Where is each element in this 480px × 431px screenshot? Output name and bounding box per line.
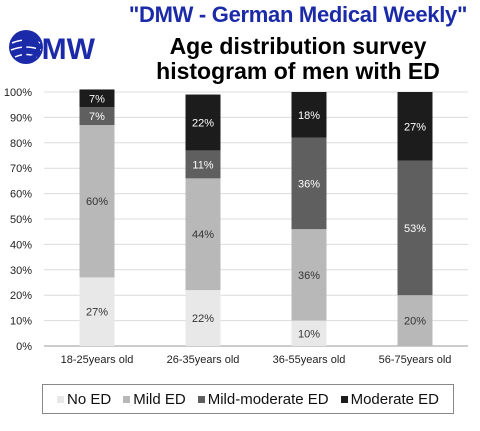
x-tick-label: 26-35years old [167, 354, 240, 366]
x-tick-label: 56-75years old [379, 354, 452, 366]
data-label: 10% [298, 328, 320, 340]
y-tick-label: 90% [10, 112, 32, 124]
data-label: 36% [298, 178, 320, 190]
x-tick-label: 18-25years old [61, 354, 134, 366]
y-tick-label: 0% [16, 341, 32, 353]
bar-segment [185, 94, 221, 151]
legend-label: Mild-moderate ED [207, 390, 329, 408]
bar-segment [185, 178, 221, 291]
data-label: 53% [404, 223, 426, 235]
data-label: 60% [86, 196, 108, 208]
bar-segment [291, 320, 327, 346]
bar-segment [185, 150, 221, 179]
bar-segment [291, 229, 327, 321]
legend-swatch [340, 395, 348, 403]
y-axis-ticks: 0% 10% 20% 30% 40% 50% 60% 70% 80% 90% 100% [4, 87, 32, 353]
bar-segment [397, 92, 433, 161]
legend-item: Moderate ED [340, 390, 439, 408]
data-label: 22% [192, 117, 214, 129]
data-label: 7% [89, 111, 105, 123]
bar-segment [291, 137, 327, 230]
legend-item: Mild-moderate ED [197, 390, 329, 408]
legend-label: Moderate ED [350, 390, 439, 408]
legend-swatch [123, 395, 131, 403]
y-tick-label: 80% [10, 138, 32, 150]
logo-text: DMW [20, 33, 96, 66]
data-label: 11% [192, 159, 213, 171]
chart-title: Age distribution survey histogram of men… [156, 33, 440, 84]
y-tick-label: 60% [10, 189, 32, 201]
data-labels: 27% 60% 7% 7% 22% 44% 11% 22% 10% 36% 36% 18% 20% 53%… [86, 93, 426, 340]
y-tick-label: 70% [10, 163, 32, 175]
publisher-name: "DMW - German Medical Weekly" [128, 2, 468, 27]
data-label: 36% [298, 270, 320, 282]
data-label: 7% [89, 93, 105, 105]
data-label: 27% [86, 307, 108, 319]
dmw-logo: DMW [9, 30, 96, 66]
bar-segment [397, 160, 433, 296]
legend-item: Mild ED [123, 391, 186, 408]
legend-label: No ED [67, 390, 112, 408]
legend-swatch [197, 395, 205, 403]
bar-segment [397, 295, 433, 346]
stacked-bar-chart: 0% 10% 20% 30% 40% 50% 60% 70% 80% 90% 100% 27% 60%… [4, 87, 468, 366]
legend-item: No ED [57, 391, 111, 408]
y-tick-label: 100% [4, 87, 32, 99]
y-tick-label: 10% [10, 316, 32, 328]
bar-segment [79, 89, 115, 108]
grid-lines [44, 91, 468, 347]
bars [79, 89, 433, 346]
y-tick-label: 20% [10, 290, 32, 302]
bar-segment [79, 125, 115, 278]
data-label: 20% [404, 316, 426, 328]
bar-segment [79, 107, 115, 126]
bar-segment [79, 277, 115, 346]
y-tick-label: 30% [10, 265, 32, 277]
legend-swatch [57, 395, 65, 403]
data-label: 44% [192, 229, 214, 241]
legend-label: Mild ED [133, 390, 186, 408]
y-tick-label: 50% [10, 214, 32, 226]
y-tick-label: 40% [10, 239, 32, 251]
legend: No ED Mild ED Mild-moderate ED Moderate ED [42, 384, 454, 414]
bar-segment [291, 92, 327, 138]
x-tick-label: 36-55years old [273, 354, 346, 366]
data-label: 22% [192, 313, 214, 325]
x-axis-ticks: 18-25years old 26-35years old 36-55years o… [61, 354, 452, 366]
data-label: 27% [404, 121, 426, 133]
bar-segment [185, 290, 221, 346]
data-label: 18% [298, 110, 320, 122]
